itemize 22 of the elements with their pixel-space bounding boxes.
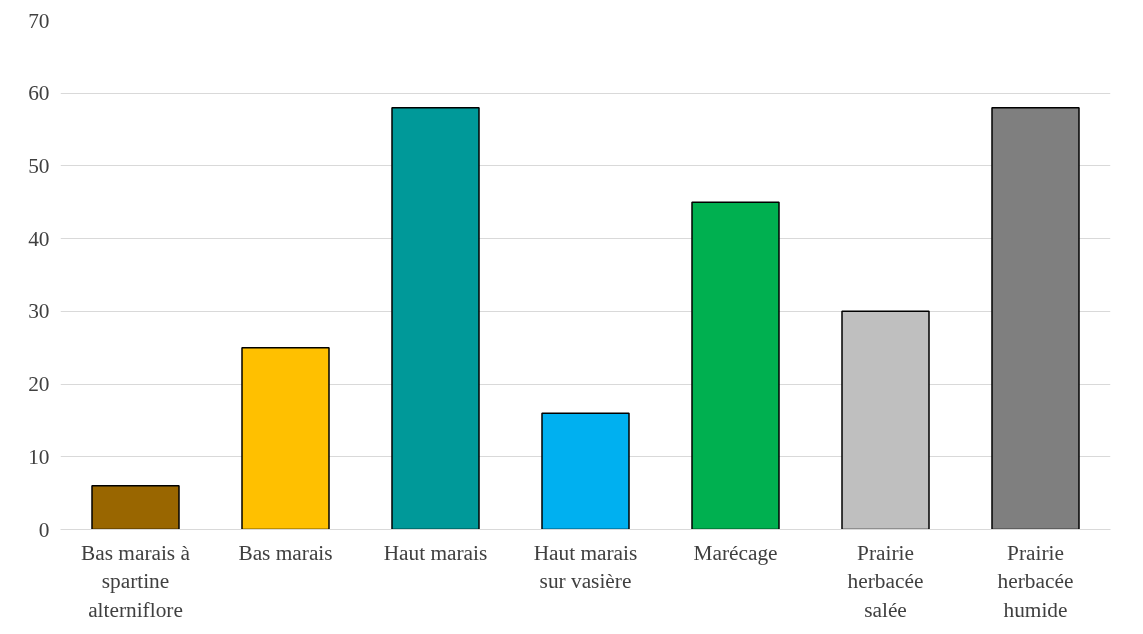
bar (541, 412, 630, 530)
y-tick-label: 50 (28, 153, 50, 178)
y-tick-label: 60 (28, 81, 50, 106)
bar (691, 201, 780, 530)
y-tick-label: 0 (38, 517, 50, 542)
y-tick-label: 70 (28, 8, 50, 33)
x-tick-label: Prairie herbacée salée (847, 540, 924, 623)
bar (391, 107, 480, 530)
y-tick-label: 20 (28, 372, 50, 397)
x-tick-label: Marécage (693, 540, 778, 565)
bar (841, 310, 930, 530)
x-tick-label: Haut marais sur vasière (533, 540, 638, 594)
x-tick-label: Bas marais à spartine alterniflore (81, 540, 191, 623)
bar (241, 346, 330, 530)
x-tick-label: Bas marais (238, 540, 333, 565)
y-tick-label: 40 (28, 226, 50, 251)
bar (91, 485, 180, 530)
bar (991, 107, 1080, 530)
x-tick-label: Prairie herbacée humide (997, 540, 1074, 623)
y-tick-label: 10 (28, 444, 50, 469)
y-tick-label: 30 (28, 299, 50, 324)
x-tick-label: Haut marais (383, 540, 488, 565)
